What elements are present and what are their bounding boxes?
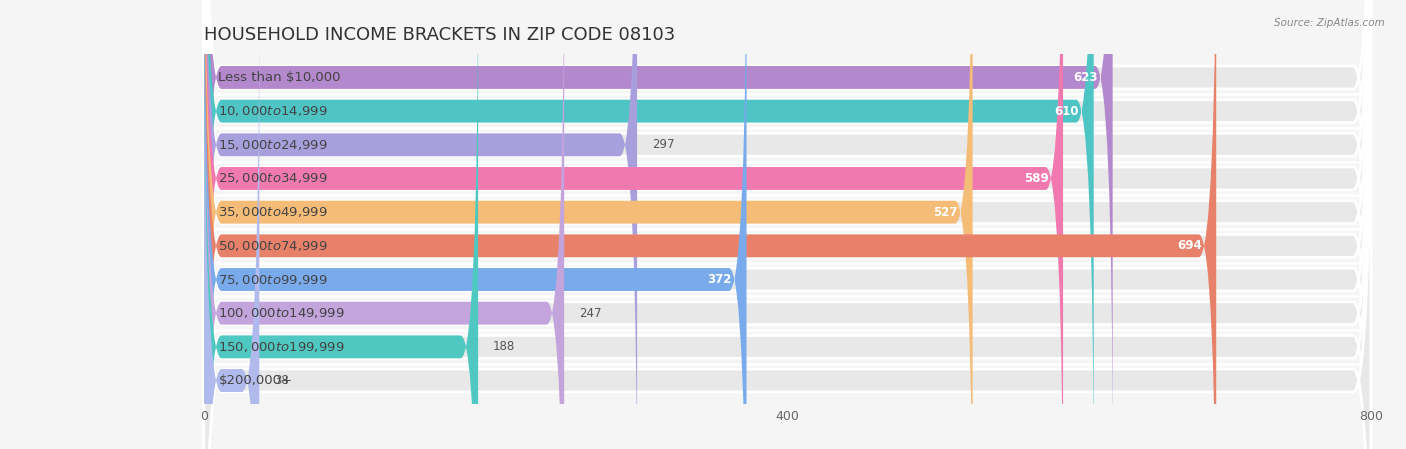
Text: $75,000 to $99,999: $75,000 to $99,999 [218,273,328,286]
FancyBboxPatch shape [204,0,1371,449]
Text: Source: ZipAtlas.com: Source: ZipAtlas.com [1274,18,1385,28]
Text: 610: 610 [1054,105,1080,118]
FancyBboxPatch shape [204,0,478,449]
Text: Less than $10,000: Less than $10,000 [218,71,342,84]
FancyBboxPatch shape [204,0,637,449]
Text: 589: 589 [1024,172,1049,185]
Text: $150,000 to $199,999: $150,000 to $199,999 [218,340,344,354]
FancyBboxPatch shape [204,0,1112,449]
FancyBboxPatch shape [204,0,1094,449]
FancyBboxPatch shape [204,0,747,449]
Text: $100,000 to $149,999: $100,000 to $149,999 [218,306,344,320]
Text: 372: 372 [707,273,733,286]
FancyBboxPatch shape [204,0,1371,449]
FancyBboxPatch shape [204,0,1371,449]
FancyBboxPatch shape [204,0,259,449]
FancyBboxPatch shape [204,0,1063,449]
Text: $15,000 to $24,999: $15,000 to $24,999 [218,138,328,152]
FancyBboxPatch shape [204,0,1371,449]
Text: 694: 694 [1177,239,1202,252]
Text: $50,000 to $74,999: $50,000 to $74,999 [218,239,328,253]
Text: 188: 188 [492,340,515,353]
Text: $25,000 to $34,999: $25,000 to $34,999 [218,172,328,185]
FancyBboxPatch shape [204,0,973,449]
FancyBboxPatch shape [204,0,1371,449]
Text: $35,000 to $49,999: $35,000 to $49,999 [218,205,328,219]
FancyBboxPatch shape [204,0,1371,449]
Text: 623: 623 [1074,71,1098,84]
FancyBboxPatch shape [204,0,1371,449]
FancyBboxPatch shape [204,0,1216,449]
Text: $200,000+: $200,000+ [218,374,292,387]
Text: 527: 527 [934,206,957,219]
FancyBboxPatch shape [204,0,564,449]
Text: 38: 38 [274,374,288,387]
Text: 247: 247 [579,307,602,320]
Text: HOUSEHOLD INCOME BRACKETS IN ZIP CODE 08103: HOUSEHOLD INCOME BRACKETS IN ZIP CODE 08… [204,26,675,44]
FancyBboxPatch shape [204,0,1371,449]
FancyBboxPatch shape [204,0,1371,449]
Text: $10,000 to $14,999: $10,000 to $14,999 [218,104,328,118]
Text: 297: 297 [652,138,675,151]
FancyBboxPatch shape [204,0,1371,449]
